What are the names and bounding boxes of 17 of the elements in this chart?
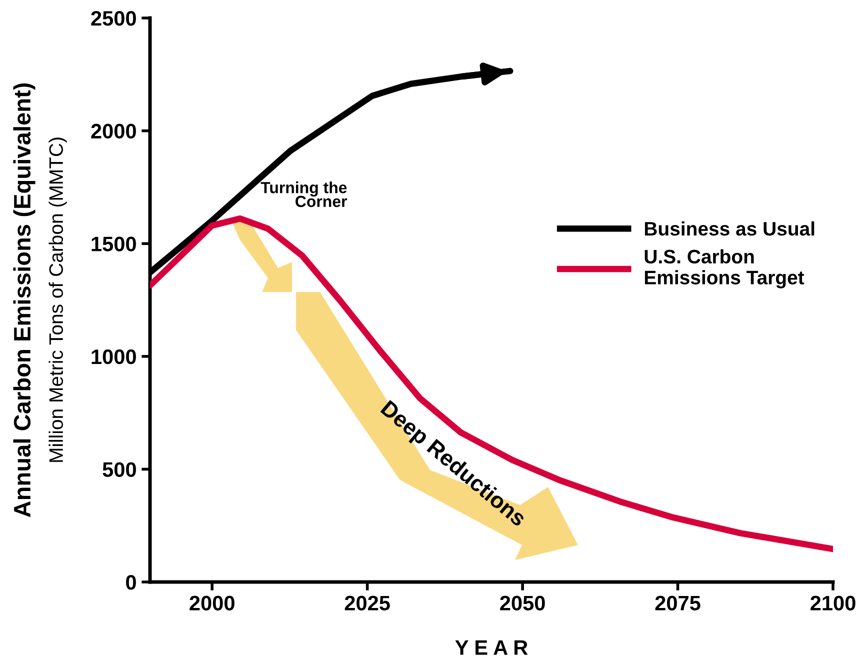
y-axis-title: Annual Carbon Emissions (Equivalent)	[13, 83, 36, 518]
x-tick-label: 2025	[344, 596, 390, 610]
annotation: Turning the Corner	[260, 182, 348, 208]
legend-label: Business as Usual	[644, 221, 814, 236]
y-tick-label: 1500	[92, 236, 136, 252]
legend-label: U.S. Carbon Emissions Target	[644, 249, 804, 288]
x-tick-label: 2075	[655, 596, 700, 610]
x-tick-label: 2100	[810, 596, 856, 610]
y-tick-label: 0	[126, 575, 136, 590]
x-axis-title: Y E A R	[455, 640, 528, 655]
y-tick-label: 500	[102, 462, 136, 477]
x-tick-label: 2000	[190, 596, 234, 610]
y-tick-label: 1000	[92, 349, 136, 364]
x-tick-label: 2050	[500, 596, 545, 610]
y-tick-label: 2500	[91, 11, 136, 26]
y-tick-label: 2000	[91, 124, 136, 139]
text: Million Metric Tons of Carbon (MMTC)	[48, 138, 67, 462]
